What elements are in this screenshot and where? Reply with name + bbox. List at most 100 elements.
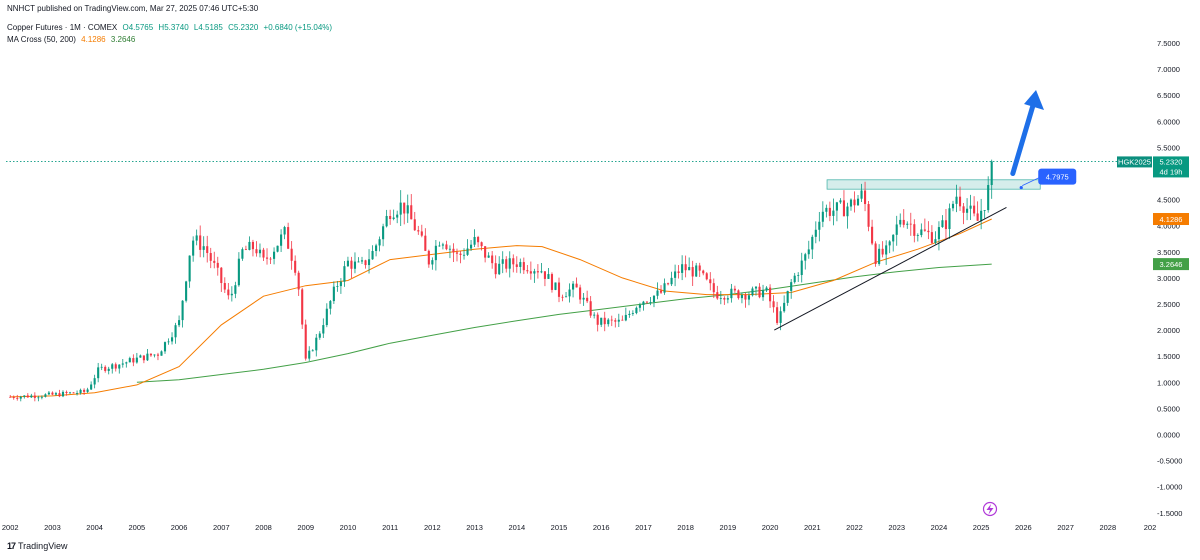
candle-body	[72, 392, 75, 394]
candle-body	[276, 245, 279, 252]
candle-body	[987, 185, 990, 211]
candle-body	[512, 258, 515, 265]
candle-body	[406, 205, 409, 214]
candle-body	[209, 253, 212, 261]
candle-body	[262, 249, 265, 258]
candle-body	[54, 393, 58, 395]
candle-body	[628, 313, 631, 315]
x-tick-label: 2020	[762, 523, 779, 532]
candle-body	[332, 286, 335, 302]
candle-body	[779, 311, 782, 323]
candle-body	[301, 289, 304, 325]
candle-body	[248, 241, 251, 250]
candle-body	[684, 264, 687, 271]
candle-body	[491, 255, 494, 264]
ma-indicator-name[interactable]: MA Cross (50, 200)	[7, 35, 76, 44]
candle-body	[61, 391, 65, 397]
candle-body	[413, 219, 416, 231]
tradingview-branding[interactable]: 17 TradingView	[7, 541, 68, 551]
candle-body	[51, 392, 54, 395]
candle-body	[519, 262, 522, 267]
candle-body	[547, 274, 550, 279]
lightning-icon[interactable]	[982, 501, 998, 517]
candle-body	[192, 240, 195, 256]
candle-body	[705, 273, 708, 280]
candle-body	[220, 267, 223, 284]
ma200-line	[136, 263, 992, 383]
candle-body	[188, 255, 191, 282]
candle-body	[659, 290, 663, 293]
candle-body	[107, 368, 110, 371]
x-tick-label: 2023	[888, 523, 905, 532]
candle-body	[733, 288, 736, 291]
ma50-tag	[1153, 213, 1189, 226]
candle-body	[561, 296, 564, 298]
time-axis[interactable]: 2002 2003 2004 2005 2006 2007 2008 2009 2010 2011…	[2, 523, 1156, 532]
candle-body	[990, 161, 993, 186]
candle-body	[128, 358, 131, 363]
candle-body	[951, 203, 955, 209]
candle-body	[818, 221, 821, 230]
candle-body	[244, 249, 247, 250]
x-tick-label: 2015	[551, 523, 568, 532]
candle-body	[751, 288, 754, 296]
candle-body	[800, 260, 803, 276]
callout: 4.7975	[1019, 168, 1077, 190]
candle-body	[730, 288, 733, 299]
candle-body	[58, 393, 61, 397]
candle-body	[828, 207, 831, 216]
candle-body	[529, 271, 532, 274]
candle-body	[867, 204, 870, 227]
zone-rect	[826, 179, 1041, 190]
candle-body	[783, 302, 786, 312]
branding-label: TradingView	[18, 541, 68, 551]
candle-body	[315, 337, 318, 351]
y-tick-label: 5.5000	[1157, 143, 1180, 152]
candle-body	[452, 248, 455, 253]
candle-body	[902, 219, 905, 225]
price-axis[interactable]: 7.50007.00006.50006.00005.50005.00004.50…	[1157, 39, 1182, 518]
candle-body	[459, 253, 462, 255]
candle-body	[885, 245, 888, 255]
candle-body	[600, 317, 603, 325]
candle-body	[375, 245, 378, 251]
candle-body	[339, 281, 342, 287]
x-tick-label: 2010	[340, 523, 357, 532]
candle-body	[969, 205, 972, 209]
y-tick-label: 0.5000	[1157, 404, 1180, 413]
candle-body	[860, 190, 863, 199]
candle-body	[966, 208, 969, 213]
symbol-name[interactable]: Copper Futures · 1M · COMEX	[7, 23, 118, 32]
candle-body	[431, 260, 434, 265]
candle-body	[297, 272, 300, 290]
candle-body	[909, 223, 912, 225]
candle-body	[670, 277, 673, 285]
candle-body	[86, 389, 89, 392]
y-tick-label: 4.5000	[1157, 196, 1180, 205]
candle-body	[420, 231, 423, 236]
candle-body	[308, 350, 311, 359]
candle-body	[470, 244, 473, 249]
candle-body	[33, 395, 36, 398]
candle-body	[216, 262, 219, 268]
x-tick-label: 2026	[1015, 523, 1032, 532]
candle-body	[202, 246, 205, 250]
x-tick-label: 2024	[931, 523, 948, 532]
candle-body	[976, 213, 979, 221]
candle-body	[832, 210, 835, 216]
x-tick-label: 2013	[466, 523, 483, 532]
candle-body	[336, 286, 339, 287]
candle-body	[93, 378, 96, 385]
candle-body	[691, 267, 694, 277]
candle-body	[944, 220, 948, 230]
candle-body	[234, 285, 237, 294]
time-left-value: 4d 19h	[1160, 167, 1183, 176]
candle-body	[290, 248, 293, 261]
y-tick-label: 3.5000	[1157, 248, 1180, 257]
candle-body	[360, 260, 364, 262]
candle-body	[983, 210, 986, 211]
candle-body	[568, 289, 571, 297]
low-value: L4.5185	[193, 23, 223, 32]
